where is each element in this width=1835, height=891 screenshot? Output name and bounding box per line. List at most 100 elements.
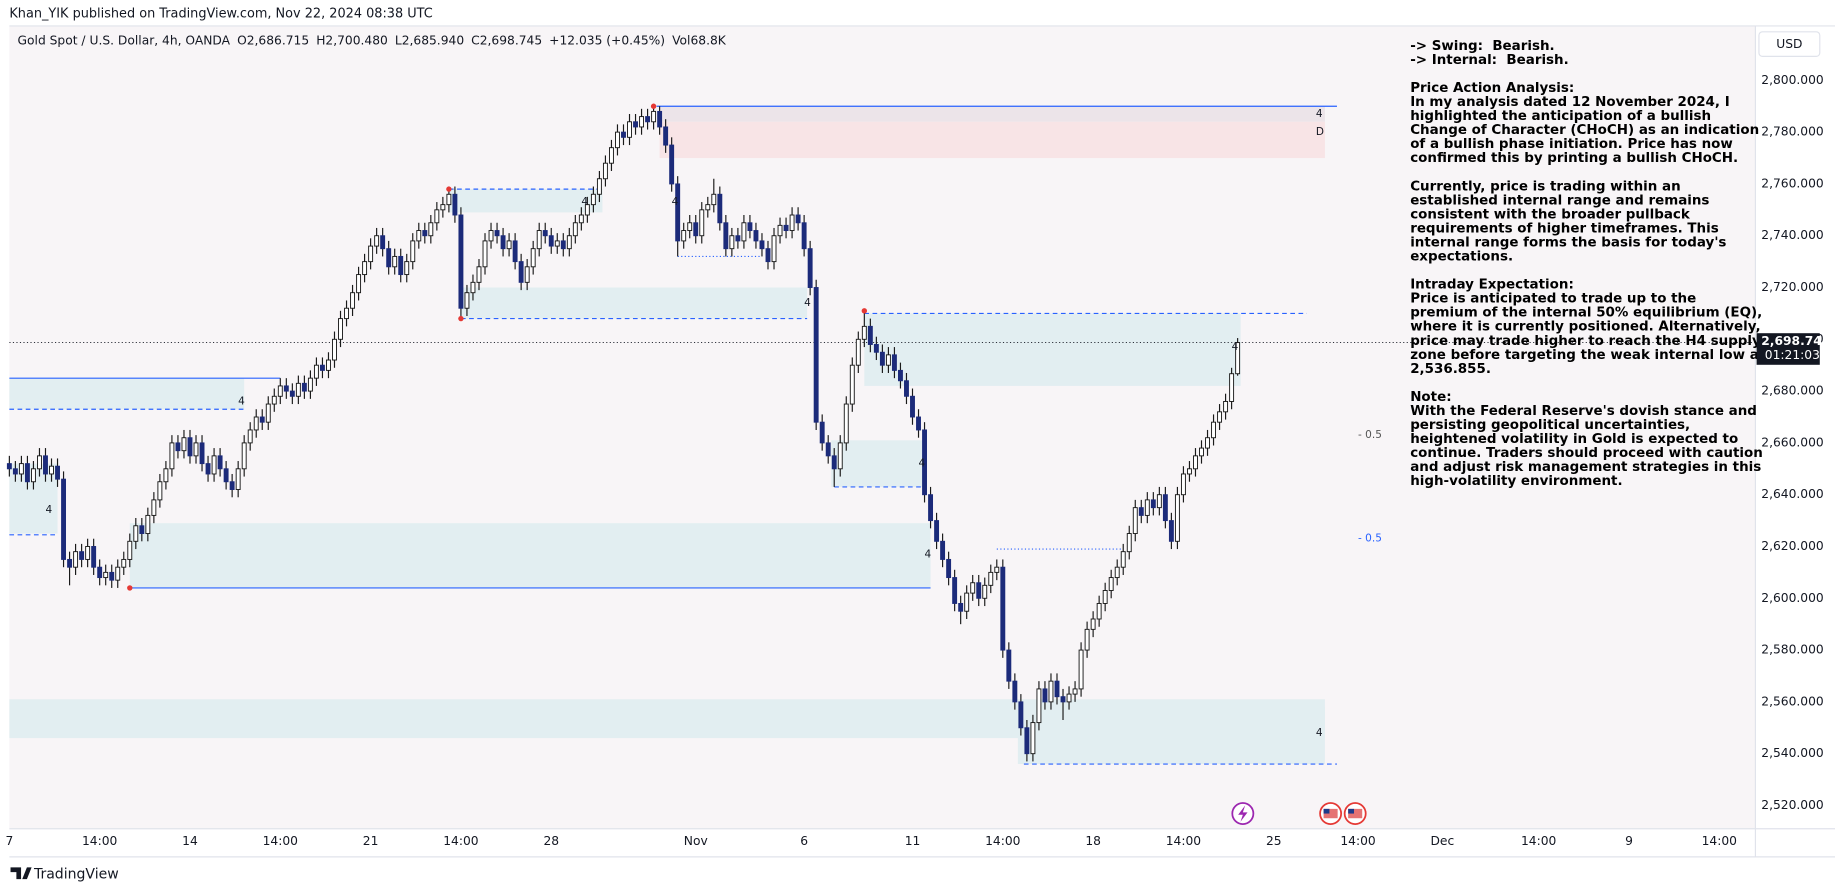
candle-body [873, 344, 879, 353]
candle-body [43, 455, 48, 475]
candle-body [307, 377, 313, 392]
x-tick-label: 14:00 [1166, 834, 1201, 848]
candle-body [223, 468, 229, 483]
candle-body [1138, 507, 1144, 516]
x-tick-label: 7 [5, 834, 13, 848]
candle-body [994, 566, 1000, 573]
candle-body [338, 318, 343, 340]
candle-body [627, 121, 632, 138]
note-line: price may trade higher to reach the H4 s… [1410, 334, 1761, 349]
candle-body [1144, 499, 1150, 516]
candle-body [861, 325, 867, 340]
candle-body [560, 240, 566, 250]
candle-body [1205, 437, 1210, 449]
candle-body [1187, 468, 1192, 475]
annotation: 4 [1316, 727, 1323, 739]
candle-body [1024, 727, 1030, 755]
candle-body [494, 230, 500, 237]
candle-body [524, 266, 530, 283]
candle-body [1072, 688, 1078, 695]
candle-body [446, 193, 452, 206]
annotation: 4 [1316, 108, 1323, 120]
candle-body [199, 442, 205, 465]
candle-body [319, 364, 325, 371]
pivot-dot [650, 103, 657, 109]
note-line: Currently, price is trading within an [1410, 179, 1680, 194]
candle-body [476, 266, 482, 283]
candle-body [398, 255, 404, 276]
candle-body [301, 382, 307, 392]
y-tick-label: 2,540.000 [1761, 746, 1823, 760]
candle-body [1120, 551, 1126, 568]
legend-value: H2,700.480 [316, 34, 388, 48]
note-line: Price Action Analysis: [1410, 81, 1574, 96]
candle-body [362, 261, 368, 276]
candle-body [283, 385, 289, 392]
candle-body [434, 209, 440, 224]
x-tick-label: 14 [182, 834, 198, 848]
candle-body [145, 514, 151, 535]
candle-body [1036, 688, 1042, 724]
zone [9, 378, 245, 410]
candle-body [271, 395, 277, 405]
note-line: Change of Character (CHoCH) as an indica… [1410, 123, 1759, 138]
candle-body [1042, 688, 1048, 703]
note-line: -> Swing: Bearish. [1410, 39, 1554, 54]
x-tick-label: 6 [800, 834, 808, 848]
candle-body [639, 116, 645, 128]
note-line: -> Internal: Bearish. [1410, 53, 1569, 68]
annotation: 4 [238, 395, 245, 407]
candle-body [536, 230, 542, 250]
candle-body [313, 364, 319, 379]
note-line: confirmed this by printing a bullish CHo… [1410, 151, 1738, 166]
note-line: expectations. [1410, 249, 1513, 264]
candle-body [765, 248, 771, 263]
y-tick-label: 2,800.000 [1761, 73, 1823, 87]
candle-body [1180, 473, 1186, 496]
note-line: of a bullish phase initiation. Price has… [1410, 137, 1733, 152]
candle-body [946, 558, 952, 579]
y-tick-label: 2,620.000 [1761, 539, 1823, 553]
x-tick-label: 28 [543, 834, 559, 848]
candle-body [789, 214, 795, 232]
note-line: requirements of higher timeframes. This [1410, 221, 1719, 236]
candle-body [1018, 701, 1024, 729]
note-line: established internal range and remains [1410, 193, 1709, 208]
candle-body [988, 571, 994, 586]
candle-body [73, 551, 79, 568]
candle-body [970, 582, 976, 594]
candle-body [187, 437, 193, 457]
candle-body [729, 235, 735, 250]
candle-body [55, 465, 60, 480]
candle-body [1235, 342, 1241, 375]
annotation: - 0.5 [1358, 533, 1382, 545]
legend-value: C2,698.745 [471, 34, 542, 48]
note-line: zone before targeting the weak internal … [1410, 348, 1766, 363]
candle-body [458, 214, 464, 309]
candle-body [976, 582, 982, 599]
note-line: continue. Traders should proceed with ca… [1410, 446, 1763, 461]
candle-body [1211, 421, 1216, 439]
candle-body [1174, 494, 1180, 542]
symbol-legend: Gold Spot / U.S. Dollar, 4h, OANDA O2,686… [18, 34, 727, 48]
candle-body [205, 463, 211, 475]
x-tick-label: Nov [684, 834, 708, 848]
zone [1017, 707, 1325, 765]
y-tick-label: 2,780.000 [1761, 125, 1823, 139]
candle-body [855, 338, 861, 366]
candle-body [687, 222, 693, 232]
y-tick-label: 2,660.000 [1761, 435, 1823, 449]
currency-button[interactable] [1758, 31, 1821, 57]
currency-label: USD [1776, 37, 1802, 51]
candle-body [259, 416, 265, 423]
countdown-label: 01:21:03 [1765, 348, 1820, 362]
annotation: 4 [672, 196, 679, 208]
candle-body [488, 230, 494, 242]
candle-body [849, 364, 855, 405]
candle-body [693, 222, 699, 237]
candle-body [1078, 649, 1084, 690]
x-tick-label: 9 [1625, 834, 1633, 848]
candle-body [578, 214, 584, 224]
y-tick-label: 2,640.000 [1761, 487, 1823, 501]
x-tick-label: 21 [363, 834, 379, 848]
